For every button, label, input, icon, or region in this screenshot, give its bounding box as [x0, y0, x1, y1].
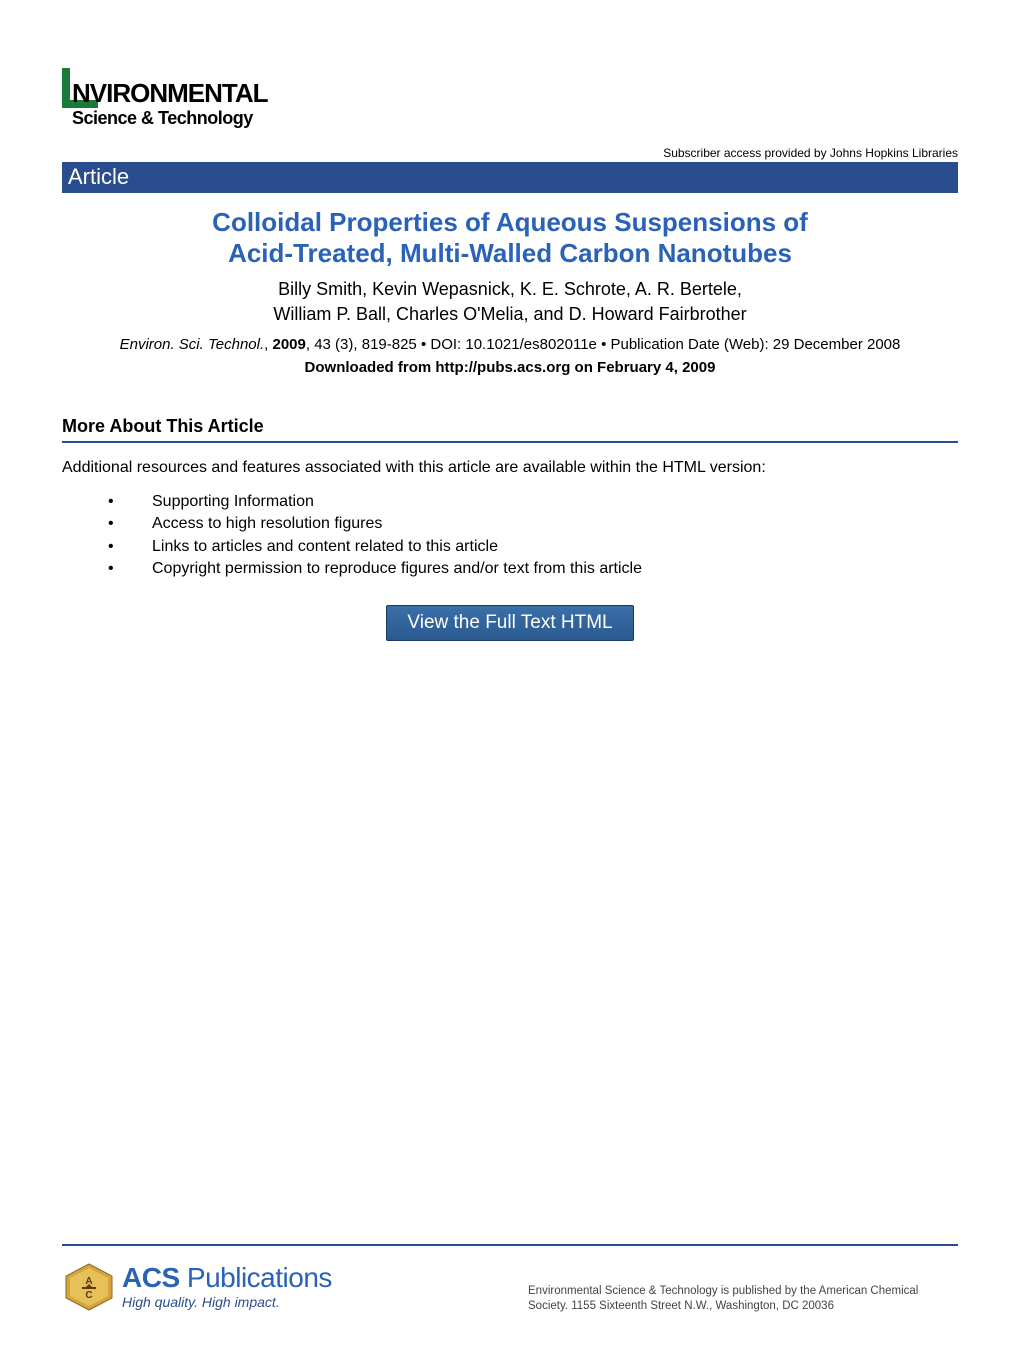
- footer-divider: [62, 1244, 958, 1246]
- svg-text:NVIRONMENTAL: NVIRONMENTAL: [72, 78, 269, 108]
- article-title-line1: Colloidal Properties of Aqueous Suspensi…: [62, 207, 958, 238]
- journal-name: Environ. Sci. Technol.: [120, 336, 265, 353]
- article-type-bar: Article: [62, 162, 958, 193]
- subscriber-access-text: Subscriber access provided by Johns Hopk…: [62, 146, 958, 160]
- authors-line2: William P. Ball, Charles O'Melia, and D.…: [62, 302, 958, 326]
- view-full-text-button[interactable]: View the Full Text HTML: [386, 605, 633, 641]
- publisher-info: Environmental Science & Technology is pu…: [528, 1262, 958, 1315]
- authors-line1: Billy Smith, Kevin Wepasnick, K. E. Schr…: [62, 277, 958, 301]
- list-item[interactable]: Links to articles and content related to…: [108, 536, 958, 558]
- pub-year: 2009: [272, 336, 305, 353]
- more-about-intro: Additional resources and features associ…: [62, 459, 958, 477]
- list-item[interactable]: Supporting Information: [108, 491, 958, 513]
- doi-value: 10.1021/es802011e: [465, 336, 597, 353]
- acs-label-rest: Publications: [187, 1262, 332, 1293]
- downloaded-line: Downloaded from http://pubs.acs.org on F…: [62, 359, 958, 376]
- article-type-label: Article: [66, 164, 135, 190]
- footer: A C ACS Publications High quality. High …: [62, 1262, 958, 1315]
- acs-publications-logo: A C ACS Publications High quality. High …: [62, 1262, 332, 1312]
- pub-date: Publication Date (Web): 29 December 2008: [610, 336, 900, 353]
- article-title-line2: Acid-Treated, Multi-Walled Carbon Nanotu…: [62, 238, 958, 269]
- list-item[interactable]: Copyright permission to reproduce figure…: [108, 558, 958, 580]
- svg-text:Science & Technology: Science & Technology: [72, 108, 253, 128]
- acs-tagline: High quality. High impact.: [122, 1294, 332, 1310]
- acs-publications-name: ACS Publications: [122, 1264, 332, 1292]
- svg-text:C: C: [85, 1290, 92, 1301]
- vol-issue-pages: 43 (3), 819-825: [314, 336, 417, 353]
- citation-line: Environ. Sci. Technol., 2009, 43 (3), 81…: [62, 336, 958, 353]
- authors-block: Billy Smith, Kevin Wepasnick, K. E. Schr…: [62, 277, 958, 326]
- acs-badge-icon: A C: [62, 1262, 116, 1312]
- feature-list: Supporting Information Access to high re…: [108, 491, 958, 581]
- list-item[interactable]: Access to high resolution figures: [108, 513, 958, 535]
- more-about-heading: More About This Article: [62, 416, 958, 443]
- article-title-block: Colloidal Properties of Aqueous Suspensi…: [62, 207, 958, 269]
- acs-label-bold: ACS: [122, 1262, 187, 1293]
- journal-logo: NVIRONMENTAL Science & Technology: [62, 62, 958, 134]
